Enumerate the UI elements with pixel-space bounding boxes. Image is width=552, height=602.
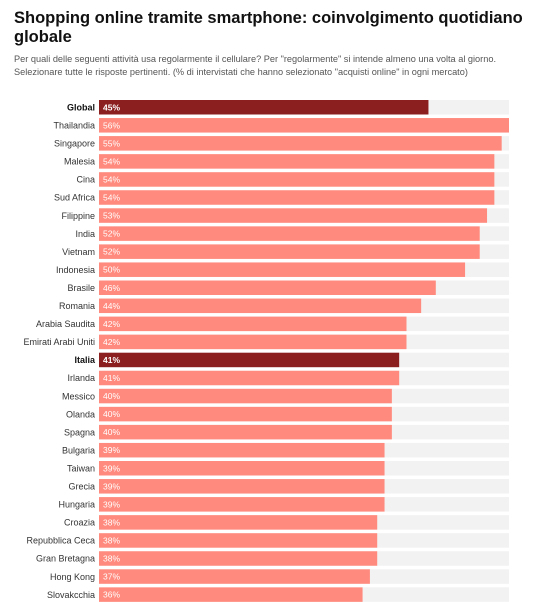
bar-grecia: [99, 479, 385, 494]
category-label-emirati-arabi-uniti: Emirati Arabi Uniti: [23, 337, 95, 347]
category-label-italia: Italia: [74, 355, 96, 365]
bar-hong-kong: [99, 569, 370, 584]
bar-spagna: [99, 424, 392, 440]
category-label-vietnam: Vietnam: [62, 247, 95, 257]
category-label-global: Global: [67, 102, 95, 112]
bar-singapore: [99, 136, 502, 151]
value-label-india: 52%: [103, 229, 120, 239]
category-label-olanda: Olanda: [66, 409, 95, 419]
category-label-cina: Cina: [76, 175, 95, 185]
bar-romania: [99, 298, 422, 314]
bar-olanda: [99, 406, 392, 422]
value-label-global: 45%: [103, 102, 120, 112]
bar-messico: [99, 388, 392, 404]
bar-arabia-saudita: [99, 316, 407, 332]
category-label-messico: Messico: [62, 391, 95, 401]
value-label-singapore: 55%: [103, 138, 120, 148]
bar-irlanda: [99, 370, 400, 386]
bar-cina: [99, 172, 495, 187]
category-label-croazia: Croazia: [64, 518, 95, 528]
bar-malesia: [99, 154, 495, 169]
bar-repubblica-ceca: [99, 533, 378, 548]
category-label-bulgaria: Bulgaria: [62, 445, 95, 455]
value-label-arabia-saudita: 42%: [103, 319, 120, 329]
value-label-irlanda: 41%: [103, 373, 120, 383]
bar-taiwan: [99, 461, 385, 476]
value-label-malesia: 54%: [103, 156, 120, 166]
category-label-gran-bretagna: Gran Bretagna: [36, 554, 95, 564]
value-label-filippine: 53%: [103, 211, 120, 221]
category-label-taiwan: Taiwan: [67, 463, 95, 473]
bar-italia: [99, 352, 400, 368]
value-label-indonesia: 50%: [103, 265, 120, 275]
category-label-hungaria: Hungaria: [58, 500, 95, 510]
value-label-emirati-arabi-uniti: 42%: [103, 337, 120, 347]
value-label-thailandia: 56%: [103, 120, 120, 130]
bar-thailandia: [99, 118, 509, 133]
bar-slovakcchia: [99, 587, 363, 602]
bar-global: [99, 100, 429, 115]
value-label-taiwan: 39%: [103, 463, 120, 473]
value-label-messico: 40%: [103, 391, 120, 401]
bar-vietnam: [99, 244, 480, 259]
category-label-filippine: Filippine: [61, 211, 95, 221]
value-label-spagna: 40%: [103, 427, 120, 437]
value-label-croazia: 38%: [103, 517, 120, 527]
value-label-cina: 54%: [103, 174, 120, 184]
category-label-thailandia: Thailandia: [53, 121, 95, 131]
category-label-sud-africa: Sud Africa: [54, 193, 95, 203]
category-label-grecia: Grecia: [68, 482, 95, 492]
category-label-india: India: [75, 229, 95, 239]
bar-bulgaria: [99, 442, 385, 458]
value-label-sud-africa: 54%: [103, 193, 120, 203]
value-label-hungaria: 39%: [103, 499, 120, 509]
bar-sud-africa: [99, 190, 495, 205]
value-label-romania: 44%: [103, 301, 120, 311]
value-label-bulgaria: 39%: [103, 445, 120, 455]
category-label-singapore: Singapore: [54, 139, 95, 149]
bar-emirati-arabi-uniti: [99, 334, 407, 350]
value-label-brasile: 46%: [103, 283, 120, 293]
category-label-arabia-saudita: Arabia Saudita: [36, 319, 95, 329]
category-label-hong-kong: Hong Kong: [50, 572, 95, 582]
bar-indonesia: [99, 262, 466, 277]
bar-filippine: [99, 208, 488, 223]
value-label-olanda: 40%: [103, 409, 120, 419]
value-label-hong-kong: 37%: [103, 572, 120, 582]
bar-gran-bretagna: [99, 551, 378, 566]
bar-india: [99, 226, 480, 241]
value-label-gran-bretagna: 38%: [103, 554, 120, 564]
category-label-brasile: Brasile: [67, 283, 95, 293]
value-label-italia: 41%: [103, 355, 120, 365]
category-label-spagna: Spagna: [64, 427, 95, 437]
chart-title: Shopping online tramite smartphone: coin…: [14, 9, 523, 46]
value-label-repubblica-ceca: 38%: [103, 535, 120, 545]
bar-croazia: [99, 515, 378, 530]
category-label-irlanda: Irlanda: [67, 373, 95, 383]
category-label-repubblica-ceca: Repubblica Ceca: [26, 536, 95, 546]
bar-hungaria: [99, 497, 385, 512]
bar-brasile: [99, 280, 436, 295]
category-label-slovakcchia: Slovakcchia: [47, 590, 95, 600]
category-label-malesia: Malesia: [64, 157, 95, 167]
value-label-vietnam: 52%: [103, 247, 120, 257]
value-label-grecia: 39%: [103, 481, 120, 491]
value-label-slovakcchia: 36%: [103, 590, 120, 600]
chart-subtitle: Per quali delle seguenti attività usa re…: [14, 54, 496, 78]
category-label-romania: Romania: [59, 301, 95, 311]
category-label-indonesia: Indonesia: [56, 265, 95, 275]
